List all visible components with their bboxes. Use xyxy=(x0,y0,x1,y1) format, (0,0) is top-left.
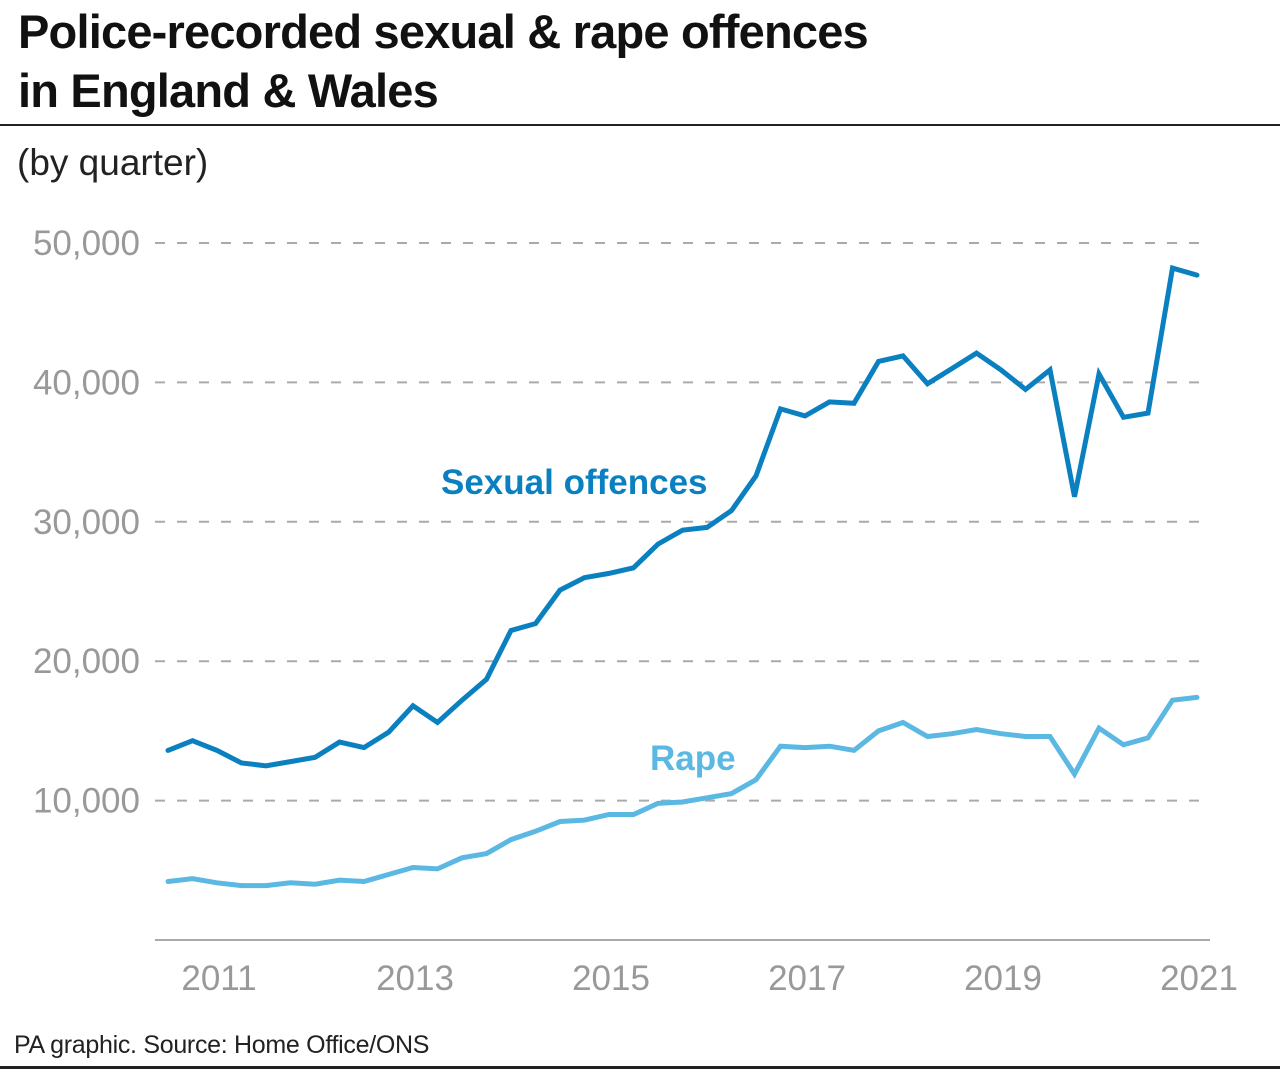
chart-title: Police-recorded sexual & rape offences i… xyxy=(18,2,869,120)
title-line-1: Police-recorded sexual & rape offences xyxy=(18,5,869,58)
y-tick-label: 10,000 xyxy=(33,782,140,821)
series-label-rape: Rape xyxy=(650,739,736,778)
y-tick-label: 20,000 xyxy=(33,642,140,681)
x-axis-labels: 2011 2013 2015 2017 2019 2021 xyxy=(181,959,1238,998)
bottom-divider xyxy=(0,1066,1280,1069)
y-axis-labels: 10,000 20,000 30,000 40,000 50,000 xyxy=(33,224,140,821)
y-tick-label: 30,000 xyxy=(33,503,140,542)
chart-subtitle: (by quarter) xyxy=(17,142,209,183)
series-lines xyxy=(165,264,1200,889)
y-tick-label: 40,000 xyxy=(33,363,140,402)
x-tick-label: 2011 xyxy=(181,959,256,998)
x-tick-label: 2015 xyxy=(572,959,650,998)
series-label-sexual-offences: Sexual offences xyxy=(441,463,708,502)
gridlines xyxy=(155,242,1200,802)
source-note: PA graphic. Source: Home Office/ONS xyxy=(14,1031,430,1059)
x-tick-label: 2021 xyxy=(1160,959,1238,998)
series-line-rape xyxy=(165,694,1200,889)
x-tick-label: 2019 xyxy=(964,959,1042,998)
x-tick-label: 2017 xyxy=(768,959,846,998)
title-divider xyxy=(0,124,1280,126)
title-line-2: in England & Wales xyxy=(18,64,439,117)
y-tick-label: 50,000 xyxy=(33,224,140,263)
x-tick-label: 2013 xyxy=(376,959,454,998)
series-line-sexual-offences xyxy=(165,264,1200,769)
